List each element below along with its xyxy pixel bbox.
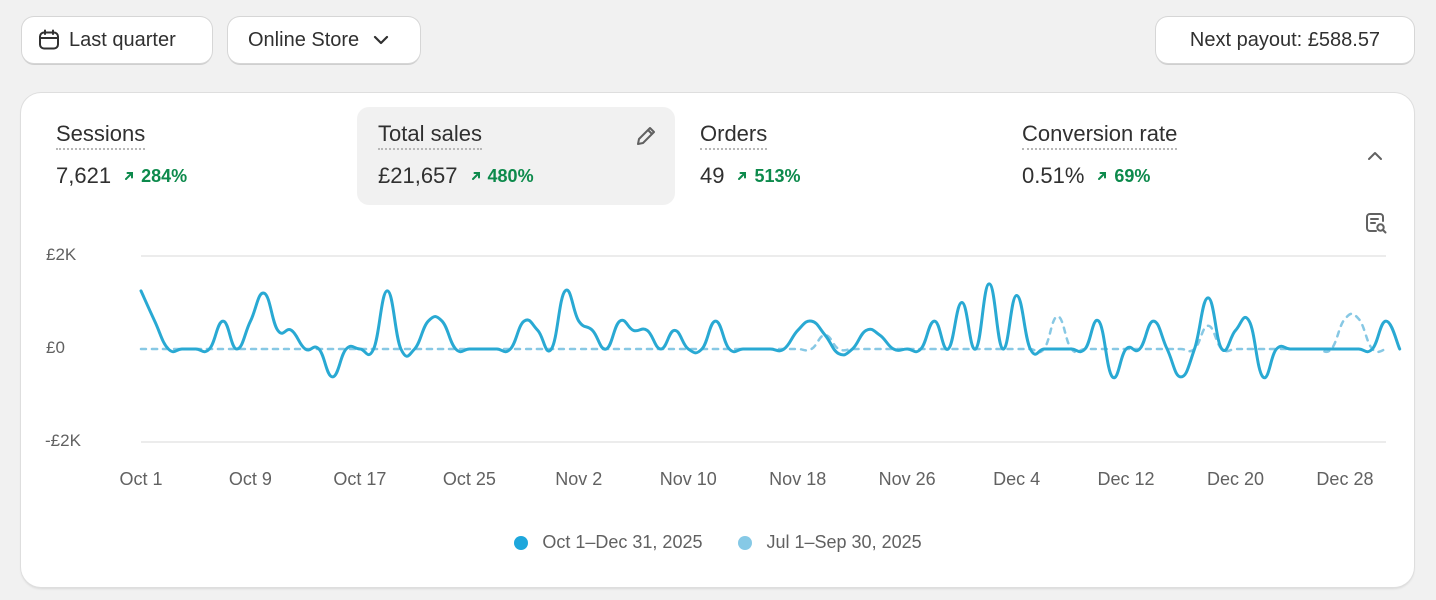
x-tick-label: Dec 12	[1097, 469, 1155, 489]
trend-value: 480%	[487, 165, 534, 186]
analytics-card: Sessions 7,621 284% Total sales £21,657 …	[21, 93, 1414, 587]
arrow-up-right-icon	[1098, 172, 1107, 180]
x-tick-label: Nov 18	[769, 469, 827, 489]
y-tick-label: £0	[46, 338, 65, 357]
pencil-icon[interactable]	[633, 123, 659, 154]
metric-orders[interactable]: Orders 49 513%	[679, 107, 997, 205]
arrow-up-right-icon	[125, 172, 134, 180]
metric-label: Orders	[700, 121, 768, 150]
metric-label: Total sales	[378, 121, 482, 150]
date-range-button[interactable]: Last quarter	[22, 17, 212, 63]
calendar-icon	[37, 28, 61, 52]
x-tick-label: Dec 28	[1316, 469, 1374, 489]
sales-channel-label: Online Store	[248, 28, 360, 51]
y-tick-label: £2K	[46, 245, 77, 264]
metric-label: Sessions	[56, 121, 146, 150]
y-tick-label: -£2K	[45, 431, 81, 450]
legend-label-current: Oct 1–Dec 31, 2025	[542, 532, 703, 552]
trend-badge: 480%	[470, 166, 534, 187]
trend-value: 284%	[141, 165, 188, 186]
chevron-up-icon[interactable]	[1364, 145, 1386, 167]
metric-label: Conversion rate	[1022, 121, 1178, 150]
legend-dot-previous	[738, 535, 753, 550]
metric-value: 0.51%	[1022, 163, 1085, 188]
chart-insights-icon[interactable]	[1364, 211, 1388, 235]
trend-badge: 69%	[1096, 166, 1150, 187]
x-tick-label: Oct 9	[228, 469, 272, 489]
legend-dot-current	[514, 535, 529, 550]
x-tick-label: Nov 2	[555, 469, 603, 489]
metric-sessions[interactable]: Sessions 7,621 284%	[35, 107, 353, 205]
x-tick-label: Oct 25	[442, 469, 496, 489]
trend-value: 69%	[1114, 165, 1151, 186]
trend-value: 513%	[754, 165, 801, 186]
x-tick-label: Nov 10	[659, 469, 717, 489]
next-payout-button[interactable]: Next payout: £588.57	[1156, 17, 1414, 63]
arrow-up-right-icon	[738, 172, 747, 180]
x-tick-label: Oct 17	[333, 469, 387, 489]
x-tick-label: Dec 20	[1206, 469, 1265, 489]
legend-item-previous[interactable]: Jul 1–Sep 30, 2025	[738, 532, 922, 553]
chart-legend: Oct 1–Dec 31, 2025 Jul 1–Sep 30, 2025	[0, 532, 1436, 553]
metric-value: £21,657	[378, 163, 458, 188]
sales-channel-dropdown[interactable]: Online Store	[228, 17, 420, 63]
x-tick-label: Nov 26	[878, 469, 936, 489]
metric-value: 7,621	[56, 163, 112, 188]
x-tick-label: Oct 1	[119, 469, 163, 489]
x-tick-label: Dec 4	[993, 469, 1041, 489]
arrow-up-right-icon	[471, 172, 480, 180]
metric-value: 49	[700, 163, 725, 188]
legend-label-previous: Jul 1–Sep 30, 2025	[766, 532, 922, 552]
next-payout-label: Next payout: £588.57	[1189, 28, 1381, 51]
date-range-label: Last quarter	[69, 28, 176, 51]
metric-total-sales[interactable]: Total sales £21,657 480%	[357, 107, 675, 205]
legend-item-current[interactable]: Oct 1–Dec 31, 2025	[514, 532, 702, 553]
trend-badge: 513%	[736, 165, 801, 187]
chevron-down-icon	[371, 30, 391, 50]
metric-conversion-rate[interactable]: Conversion rate 0.51% 69%	[1001, 107, 1319, 205]
trend-badge: 284%	[123, 166, 187, 187]
